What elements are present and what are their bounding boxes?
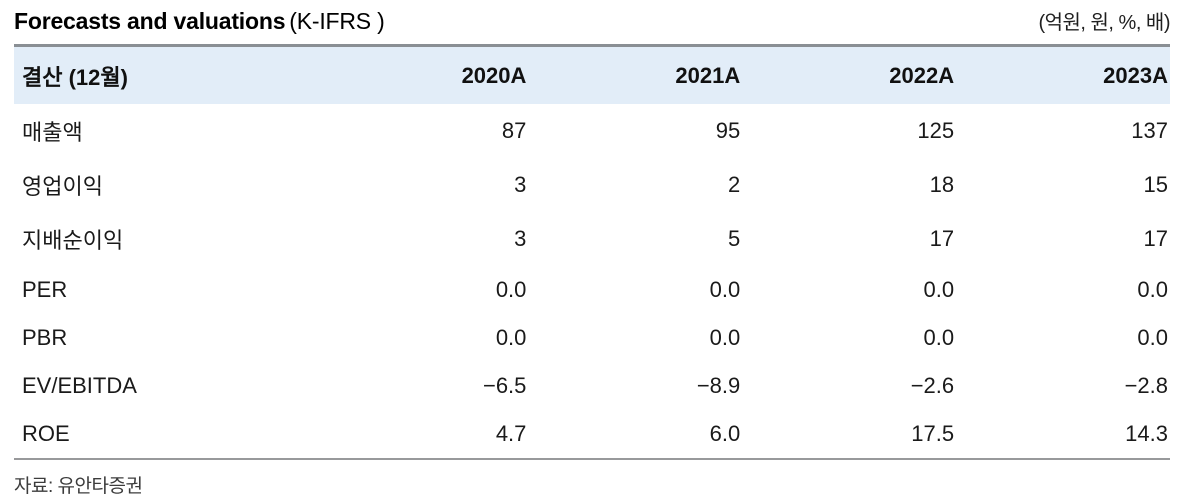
cell-value: 6.0: [709, 421, 741, 446]
cell-value: −2.6: [910, 373, 955, 398]
cell-value: 17: [929, 226, 955, 251]
cell-value: 17.5: [911, 421, 955, 446]
table-title-main: Forecasts and valuations: [14, 8, 286, 34]
units-note: (억원, 원, %, 배): [1038, 12, 1170, 34]
cell-value: 0.0: [923, 325, 955, 350]
cell-value: 0.0: [495, 325, 527, 350]
cell-value: 95: [715, 118, 741, 143]
table-title-standard: (K-IFRS ): [289, 8, 385, 34]
cell-value: 3: [514, 226, 527, 251]
cell-value: −8.9: [696, 373, 741, 398]
row-label: EV/EBITDA: [22, 373, 137, 398]
header-year-2021A: 2021A: [675, 63, 741, 88]
cell-value: 0.0: [923, 277, 955, 302]
cell-value: 0.0: [1137, 325, 1168, 350]
cell-value: 17: [1143, 226, 1168, 251]
table-row-pbr: PBR 0.0 0.0 0.0 0.0: [14, 314, 1170, 362]
header-fiscal-period: 결산 (12월): [22, 65, 128, 90]
cell-value: 0.0: [709, 277, 741, 302]
header-year-2020A: 2020A: [461, 63, 527, 88]
cell-value: 3: [514, 172, 527, 197]
row-label: PBR: [22, 325, 68, 350]
forecasts-valuations-table: 결산 (12월) 2020A 2021A 2022A 2023A 매출액 87 …: [14, 44, 1170, 460]
cell-value: 87: [501, 118, 527, 143]
cell-value: 137: [1131, 118, 1168, 143]
title-bar: Forecasts and valuations (K-IFRS ) (억원, 원…: [14, 6, 1170, 44]
cell-value: 0.0: [495, 277, 527, 302]
table-row-controlling-net-profit: 지배순이익 3 5 17 17: [14, 212, 1170, 266]
row-label: 영업이익: [22, 174, 103, 199]
cell-value: 0.0: [709, 325, 741, 350]
source-note: 자료: 유안타증권: [14, 476, 143, 497]
table-row-operating-profit: 영업이익 3 2 18 15: [14, 158, 1170, 212]
row-label: 지배순이익: [22, 228, 124, 253]
table-row-ev-ebitda: EV/EBITDA −6.5 −8.9 −2.6 −2.8: [14, 362, 1170, 410]
table-row-per: PER 0.0 0.0 0.0 0.0: [14, 266, 1170, 314]
cell-value: 125: [917, 118, 955, 143]
table-row-roe: ROE 4.7 6.0 17.5 14.3: [14, 410, 1170, 459]
cell-value: 5: [728, 226, 741, 251]
row-label: ROE: [22, 421, 70, 446]
cell-value: 2: [728, 172, 741, 197]
header-year-2023A: 2023A: [1103, 63, 1168, 88]
cell-value: −6.5: [482, 373, 527, 398]
row-label: 매출액: [22, 120, 83, 145]
table-row-revenue: 매출액 87 95 125 137: [14, 104, 1170, 158]
cell-value: 0.0: [1137, 277, 1168, 302]
table-title: Forecasts and valuations (K-IFRS ): [14, 8, 385, 35]
table-header-row: 결산 (12월) 2020A 2021A 2022A 2023A: [14, 45, 1170, 104]
cell-value: 14.3: [1125, 421, 1168, 446]
cell-value: 18: [929, 172, 955, 197]
cell-value: −2.8: [1124, 373, 1168, 398]
row-label: PER: [22, 277, 68, 302]
cell-value: 15: [1143, 172, 1168, 197]
report-table-panel: Forecasts and valuations (K-IFRS ) (억원, 원…: [14, 6, 1171, 497]
cell-value: 4.7: [495, 421, 527, 446]
header-year-2022A: 2022A: [889, 63, 955, 88]
